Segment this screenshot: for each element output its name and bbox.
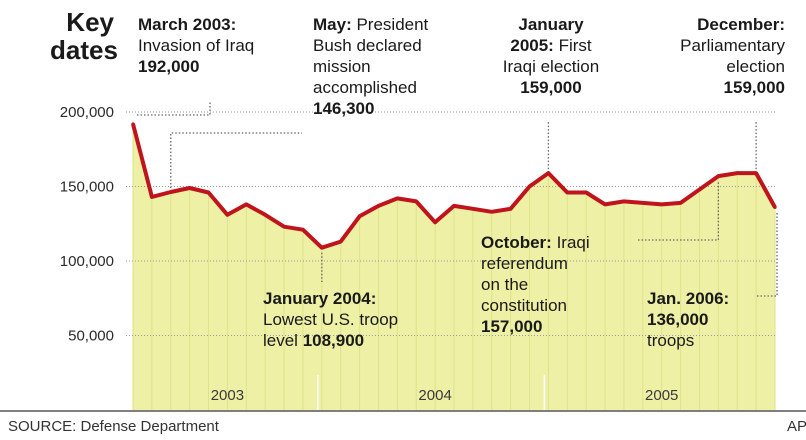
data-point — [376, 204, 381, 208]
annotation-text: on the — [481, 275, 529, 294]
annotation-text: Lowest U.S. troop — [263, 310, 399, 329]
annotation-text: First — [553, 36, 592, 55]
data-point — [301, 228, 305, 232]
annotation-value: 157,000 — [481, 317, 543, 336]
data-point — [282, 225, 286, 229]
key-dates-title: Key dates — [50, 7, 118, 65]
annotation-title: January 2004: — [263, 289, 377, 308]
annotation-january-2006: Jan. 2006: 136,000 troops — [647, 288, 729, 351]
leader-may-2003 — [170, 132, 302, 189]
source-note: SOURCE: Defense Department — [8, 418, 219, 435]
annotation-text: Parliamentary — [680, 36, 785, 55]
data-point — [546, 171, 551, 175]
annotation-value: 146,300 — [313, 99, 375, 118]
annotation-title: May: — [313, 15, 352, 34]
key-title-line2: dates — [50, 35, 118, 65]
annotation-text: Iraqi election — [502, 57, 600, 76]
annotation-text: troops — [647, 331, 695, 350]
data-point — [490, 210, 494, 214]
annotation-title: 2005: — [510, 36, 554, 55]
annotation-december-2005: December: Parliamentary election 159,000 — [640, 14, 785, 98]
x-year-label: 2003 — [211, 387, 244, 404]
y-tick-label: 200,000 — [60, 104, 114, 121]
data-point — [697, 187, 702, 192]
data-point — [357, 214, 362, 218]
annotation-value: 108,900 — [302, 331, 365, 350]
data-point — [225, 213, 230, 217]
x-year-label: 2004 — [418, 387, 451, 404]
data-point — [169, 190, 173, 194]
data-point — [716, 174, 720, 178]
data-point — [471, 207, 475, 211]
data-point — [603, 202, 607, 206]
y-tick-label: 50,000 — [68, 328, 114, 345]
data-point — [565, 190, 569, 195]
annotation-text: Invasion of Iraq — [138, 36, 255, 55]
annotation-value: 136,000 — [647, 310, 709, 329]
data-point — [433, 220, 437, 224]
y-tick-label: 100,000 — [60, 253, 114, 270]
data-point — [735, 171, 739, 175]
leader-march-2003 — [137, 102, 211, 116]
key-title-line1: Key — [66, 7, 114, 37]
annotation-march-2003: March 2003: Invasion of Iraq 192,000 — [138, 14, 254, 77]
data-point — [660, 202, 664, 206]
data-point — [509, 207, 513, 211]
annotation-value: 159,000 — [723, 78, 785, 97]
data-point — [641, 201, 645, 205]
data-point — [339, 240, 343, 244]
annotation-text: election — [726, 57, 785, 76]
annotation-title: January — [518, 15, 584, 34]
annotation-title: March 2003: — [138, 15, 237, 34]
data-point — [263, 213, 267, 217]
data-point — [188, 186, 192, 190]
annotation-text: referendum — [481, 254, 568, 273]
annotation-january-2005: January 2005: First Iraqi election 159,0… — [486, 14, 616, 98]
annotation-title: December: — [697, 15, 785, 34]
annotation-text: mission — [313, 57, 371, 76]
data-point — [584, 190, 588, 195]
annotation-text: level — [263, 331, 303, 350]
credit-note: AP — [787, 418, 806, 435]
annotation-text: Iraqi — [551, 233, 590, 252]
x-year-label: 2005 — [645, 387, 678, 404]
annotation-title: October: — [481, 233, 552, 252]
y-tick-label: 150,000 — [60, 179, 114, 196]
data-point — [414, 199, 418, 203]
annotation-october-2005: October: Iraqi referendum on the constit… — [481, 232, 590, 337]
annotation-may-2003: May: President Bush declared mission acc… — [313, 14, 428, 119]
annotation-text: accomplished — [313, 78, 417, 97]
data-point — [206, 190, 211, 195]
data-point — [754, 171, 758, 175]
annotation-value: 192,000 — [138, 57, 200, 76]
annotation-value: 159,000 — [520, 78, 582, 97]
data-point — [527, 184, 532, 189]
leader-october-2005 — [638, 181, 720, 241]
data-point — [773, 205, 777, 209]
data-point — [131, 122, 135, 126]
annotation-title: Jan. 2006: — [647, 289, 730, 308]
annotation-text: constitution — [481, 296, 567, 315]
annotation-january-2004: January 2004: Lowest U.S. troop level 10… — [263, 288, 398, 351]
annotation-text: President — [351, 15, 429, 34]
data-point — [150, 195, 154, 199]
data-point — [320, 246, 324, 250]
data-point — [244, 202, 248, 206]
data-point — [395, 196, 399, 201]
annotation-text: Bush declared — [313, 36, 422, 55]
data-point — [678, 201, 683, 205]
data-point — [452, 204, 456, 208]
data-point — [622, 199, 626, 203]
